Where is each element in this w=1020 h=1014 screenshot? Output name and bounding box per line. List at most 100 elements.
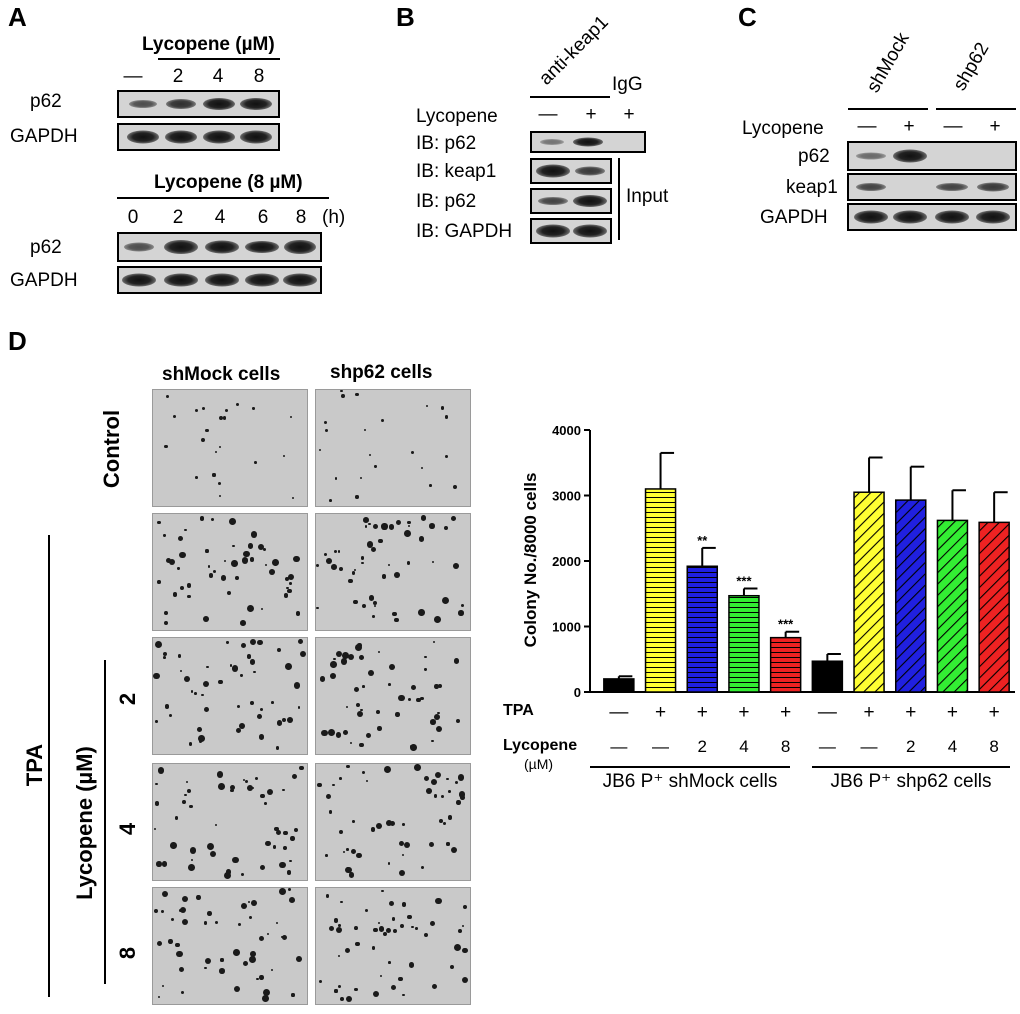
- band: [166, 99, 196, 109]
- panel-c-treatment-label: Lycopene: [742, 118, 824, 139]
- panel-a-blot2-unit: (h): [322, 207, 346, 228]
- colony-dot: [266, 789, 273, 796]
- colony-dot: [229, 784, 235, 790]
- colony-dot: [381, 523, 388, 530]
- colony-dot: [377, 726, 382, 731]
- band: [204, 240, 239, 254]
- colony-dot: [162, 891, 168, 898]
- colony-dot: [462, 976, 469, 983]
- bar-hatch: [728, 595, 759, 692]
- colony-dot: [259, 864, 266, 871]
- panel-c-sign-2: +: [903, 116, 915, 137]
- panel-d-col-header-1: shMock cells: [162, 364, 281, 385]
- colony-dot: [218, 679, 223, 684]
- lycopene-row-label: Lycopene: [503, 737, 578, 754]
- colony-dot: [371, 946, 376, 950]
- colony-dot: [447, 815, 453, 820]
- colony-photo: [152, 887, 308, 1005]
- colony-dot: [448, 790, 451, 793]
- colony-dot: [272, 845, 277, 849]
- colony-dot: [429, 841, 435, 847]
- colony-dot: [205, 428, 209, 433]
- colony-dot: [424, 775, 430, 782]
- band: [239, 98, 272, 110]
- colony-dot: [289, 582, 292, 585]
- band: [935, 183, 968, 191]
- colony-photo: [152, 763, 308, 881]
- band: [853, 210, 888, 224]
- colony-dot: [164, 610, 169, 615]
- colony-dot: [434, 616, 442, 624]
- colony-dot: [183, 675, 190, 682]
- tpa-sign: +: [696, 702, 708, 723]
- colony-dot: [370, 827, 376, 832]
- colony-dot: [283, 454, 286, 457]
- band: [244, 241, 279, 253]
- colony-dot: [457, 774, 465, 781]
- colony-dot: [461, 947, 468, 954]
- colony-photo: [315, 513, 471, 631]
- panel-a-letter: A: [8, 2, 27, 32]
- colony-dot: [291, 993, 295, 997]
- colony-dot: [243, 550, 250, 558]
- colony-photo: [152, 513, 308, 631]
- panel-a-blot1-gapdh-strip: [117, 123, 280, 151]
- colony-dot: [460, 603, 465, 608]
- colony-dot: [372, 600, 377, 606]
- colony-dot: [185, 780, 189, 784]
- colony-dot: [156, 941, 163, 947]
- colony-dot: [214, 823, 217, 826]
- colony-dot: [239, 722, 246, 729]
- colony-dot: [161, 984, 165, 988]
- bar-hatch: [770, 637, 801, 692]
- colony-dot: [283, 830, 288, 835]
- colony-dot: [323, 552, 327, 556]
- lycopene-value: 4: [739, 737, 749, 756]
- colony-dot: [296, 611, 301, 616]
- colony-dot: [281, 935, 284, 939]
- panel-a-blot2-lane-1: 0: [127, 207, 139, 228]
- colony-dot: [319, 449, 322, 452]
- colony-dot: [334, 989, 338, 993]
- colony-dot: [402, 993, 406, 997]
- colony-dot: [389, 900, 395, 906]
- colony-dot: [170, 917, 174, 921]
- colony-dot: [246, 654, 252, 659]
- colony-dot: [231, 665, 239, 672]
- colony-dot: [297, 706, 300, 709]
- panel-b-row-3: IB: p62: [416, 191, 477, 212]
- colony-dot: [229, 664, 233, 667]
- colony-dot: [420, 696, 424, 701]
- colony-dot: [181, 896, 188, 903]
- panel-b-row-2: IB: keap1: [416, 161, 497, 182]
- colony-dot: [440, 406, 445, 410]
- colony-dot: [296, 955, 303, 962]
- colony-dot: [226, 641, 229, 644]
- colony-dot: [424, 655, 427, 659]
- colony-dot: [378, 926, 385, 932]
- colony-dot: [363, 429, 366, 432]
- colony-dot: [318, 979, 323, 984]
- colony-dot: [247, 543, 254, 550]
- colony-dot: [249, 557, 255, 562]
- colony-dot: [418, 536, 425, 543]
- colony-dot: [459, 795, 465, 801]
- colony-dot: [357, 643, 362, 648]
- band: [164, 273, 199, 287]
- colony-dot: [205, 958, 212, 965]
- colony-dot: [374, 465, 377, 468]
- colony-dot: [294, 682, 301, 689]
- colony-dot: [282, 934, 288, 940]
- band: [536, 164, 571, 178]
- colony-dot: [433, 714, 440, 720]
- colony-photo: [315, 389, 471, 507]
- colony-dot: [339, 567, 344, 572]
- colony-dot: [393, 928, 398, 934]
- colony-dot: [437, 684, 442, 689]
- colony-bar-chart: Colony No./8000 cells 01000200030004000 …: [521, 423, 1015, 700]
- colony-dot: [264, 840, 271, 847]
- colony-dot: [420, 515, 427, 521]
- band: [893, 149, 928, 163]
- colony-dot: [388, 564, 391, 567]
- colony-dot: [291, 496, 295, 499]
